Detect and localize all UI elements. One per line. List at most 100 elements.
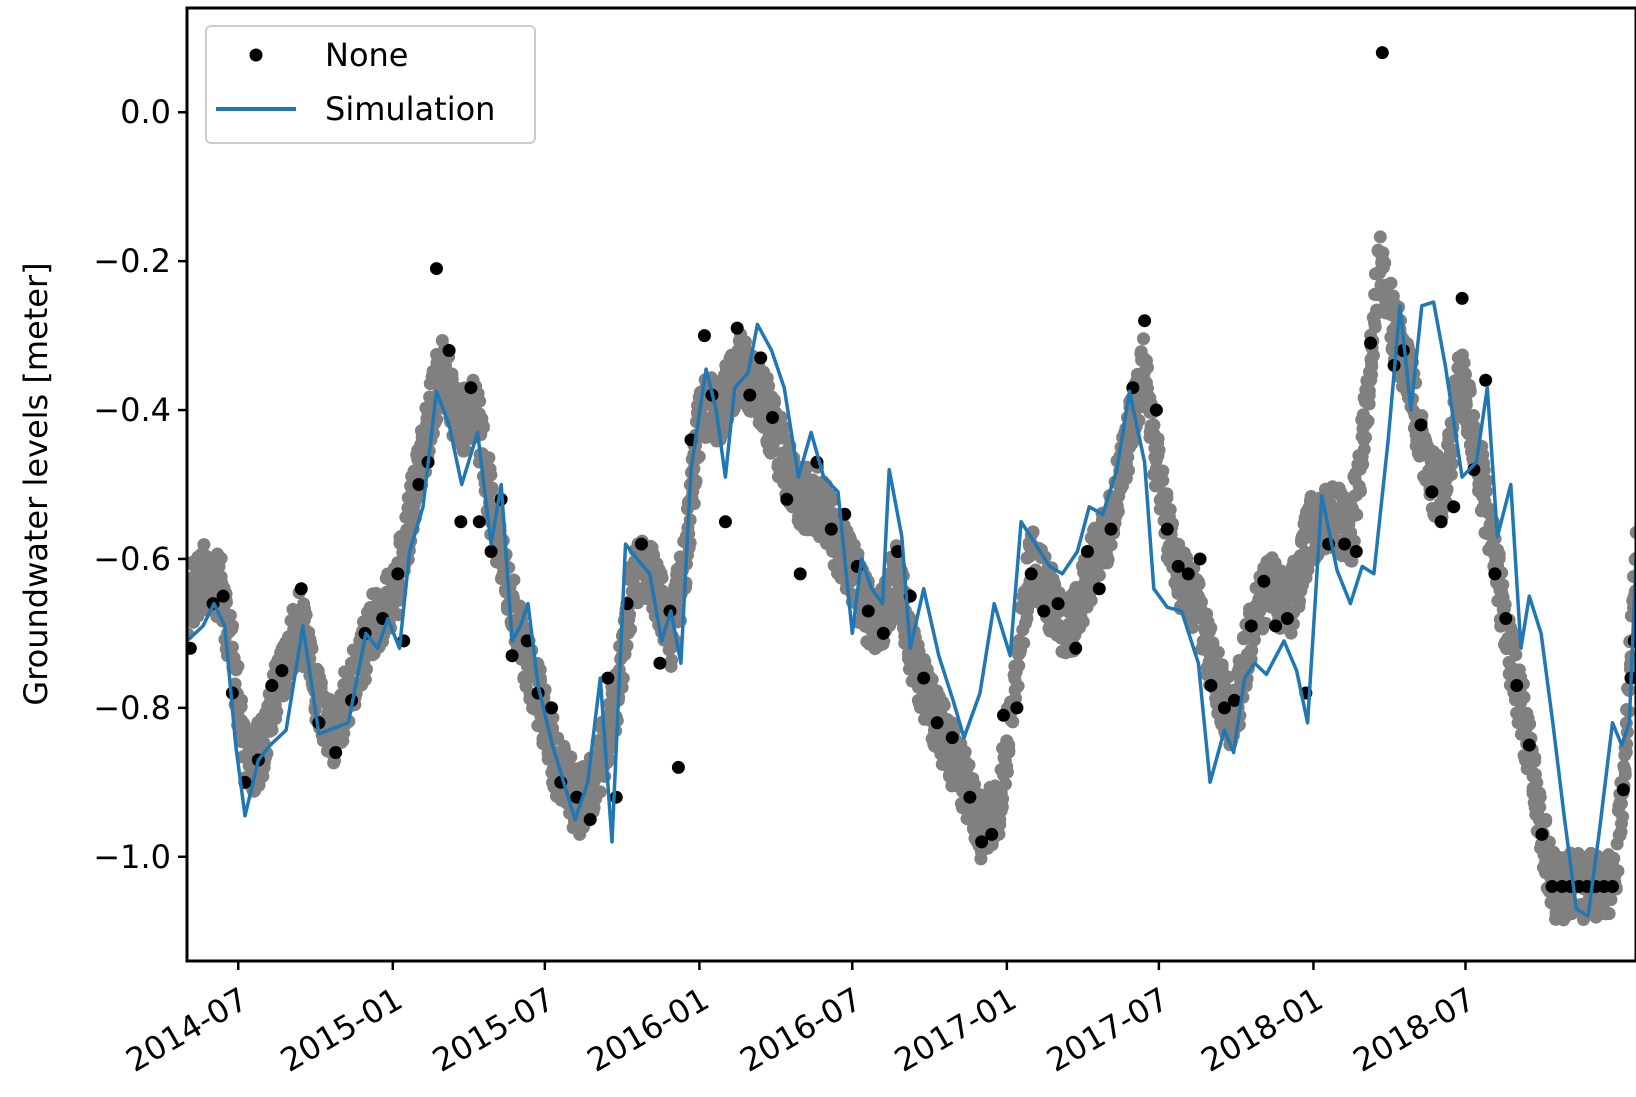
hourly-point <box>1444 468 1458 482</box>
daily-point <box>1375 46 1389 60</box>
hourly-point <box>459 443 473 457</box>
daily-point <box>1171 559 1185 573</box>
hourly-point <box>1509 648 1523 662</box>
y-axis: 0.0 −0.2 −0.4 −0.6 −0.8 −1.0 <box>93 93 187 876</box>
hourly-point <box>1463 381 1477 395</box>
daily-point <box>1364 336 1378 350</box>
daily-point <box>780 492 794 506</box>
plot-frame <box>185 6 1636 963</box>
daily-point <box>464 381 478 395</box>
hourly-point <box>1496 578 1510 592</box>
hourly-point <box>974 852 988 866</box>
daily-point <box>1349 545 1363 559</box>
daily-point <box>1414 418 1428 432</box>
hourly-point <box>1445 457 1459 471</box>
hourly-point <box>1140 361 1154 375</box>
daily-point <box>1499 612 1513 626</box>
daily-point <box>1051 597 1065 611</box>
hourly-point <box>1368 320 1382 334</box>
hourly-point <box>1618 763 1632 777</box>
daily-point <box>1104 522 1118 536</box>
hourly-point <box>1539 812 1553 826</box>
hourly-point <box>1479 485 1493 499</box>
daily-point <box>1080 545 1094 559</box>
hourly-point <box>1147 418 1161 432</box>
hourly-point <box>1508 637 1522 651</box>
hourly-point <box>917 653 931 667</box>
daily-point <box>609 790 623 804</box>
hourly-point <box>1347 534 1361 548</box>
hourly-point <box>1533 790 1547 804</box>
daily-point <box>697 329 711 343</box>
hourly-point <box>1477 463 1491 477</box>
hourly-point <box>1366 348 1380 362</box>
daily-point <box>601 671 615 685</box>
daily-point <box>1010 701 1024 715</box>
daily-point <box>583 813 597 827</box>
y-tick-label: −0.2 <box>93 242 171 280</box>
hourly-point <box>473 394 487 408</box>
x-tick-label: 2014-07 <box>119 980 254 1080</box>
daily-point <box>216 589 230 603</box>
hourly-point <box>1602 907 1616 921</box>
hourly-point <box>601 754 615 768</box>
legend-label-simulation: Simulation <box>325 90 495 128</box>
y-tick-label: −1.0 <box>93 838 171 876</box>
daily-point <box>1204 679 1218 693</box>
hourly-point <box>1163 503 1177 517</box>
hourly-point <box>1468 421 1482 435</box>
daily-point <box>329 746 343 760</box>
daily-point <box>1447 500 1461 514</box>
hourly-point <box>1353 484 1367 498</box>
hourly-point <box>1076 615 1090 629</box>
hourly-point <box>624 622 638 636</box>
hourly-point <box>1012 659 1026 673</box>
daily-point <box>484 545 498 559</box>
daily-point <box>975 835 989 849</box>
hourly-point <box>1523 717 1537 731</box>
hourly-point <box>1480 474 1494 488</box>
hourly-point <box>777 421 791 435</box>
daily-point <box>429 262 443 276</box>
hourly-point <box>1084 594 1098 608</box>
hourly-point <box>1211 645 1225 659</box>
hourly-point <box>1357 442 1371 456</box>
hourly-point <box>1221 670 1235 684</box>
daily-point <box>391 567 405 581</box>
daily-point <box>187 641 197 655</box>
daily-point <box>1037 604 1051 618</box>
hourly-point <box>1156 474 1170 488</box>
hourly-point <box>1384 276 1398 290</box>
y-tick-label: −0.8 <box>93 689 171 727</box>
x-tick-label: 2017-07 <box>1040 980 1175 1080</box>
daily-point <box>1280 612 1294 626</box>
daily-point <box>1338 537 1352 551</box>
daily-point <box>891 545 905 559</box>
daily-point <box>1616 783 1630 797</box>
hourly-point <box>1533 800 1547 814</box>
hourly-point <box>1293 594 1307 608</box>
daily-point <box>1193 552 1207 566</box>
daily-point <box>930 716 944 730</box>
hourly-point <box>1373 230 1387 244</box>
daily-point <box>985 827 999 841</box>
daily-point <box>634 537 648 551</box>
hourly-point <box>280 682 294 696</box>
hourly-point <box>1111 504 1125 518</box>
daily-point <box>1138 314 1152 328</box>
hourly-point <box>546 711 560 725</box>
hourly-point <box>1361 414 1375 428</box>
daily-point <box>653 656 667 670</box>
hourly-point <box>1616 810 1630 824</box>
hourly-point <box>484 468 498 482</box>
hourly-point <box>1611 864 1625 878</box>
hourly-point <box>1386 289 1400 303</box>
daily-point <box>730 321 744 335</box>
hourly-point <box>482 451 496 465</box>
hourly-point <box>1528 754 1542 768</box>
daily-point <box>743 388 757 402</box>
hourly-point <box>1006 715 1020 729</box>
x-tick-label: 2016-07 <box>733 980 868 1080</box>
hourly-point <box>314 676 328 690</box>
